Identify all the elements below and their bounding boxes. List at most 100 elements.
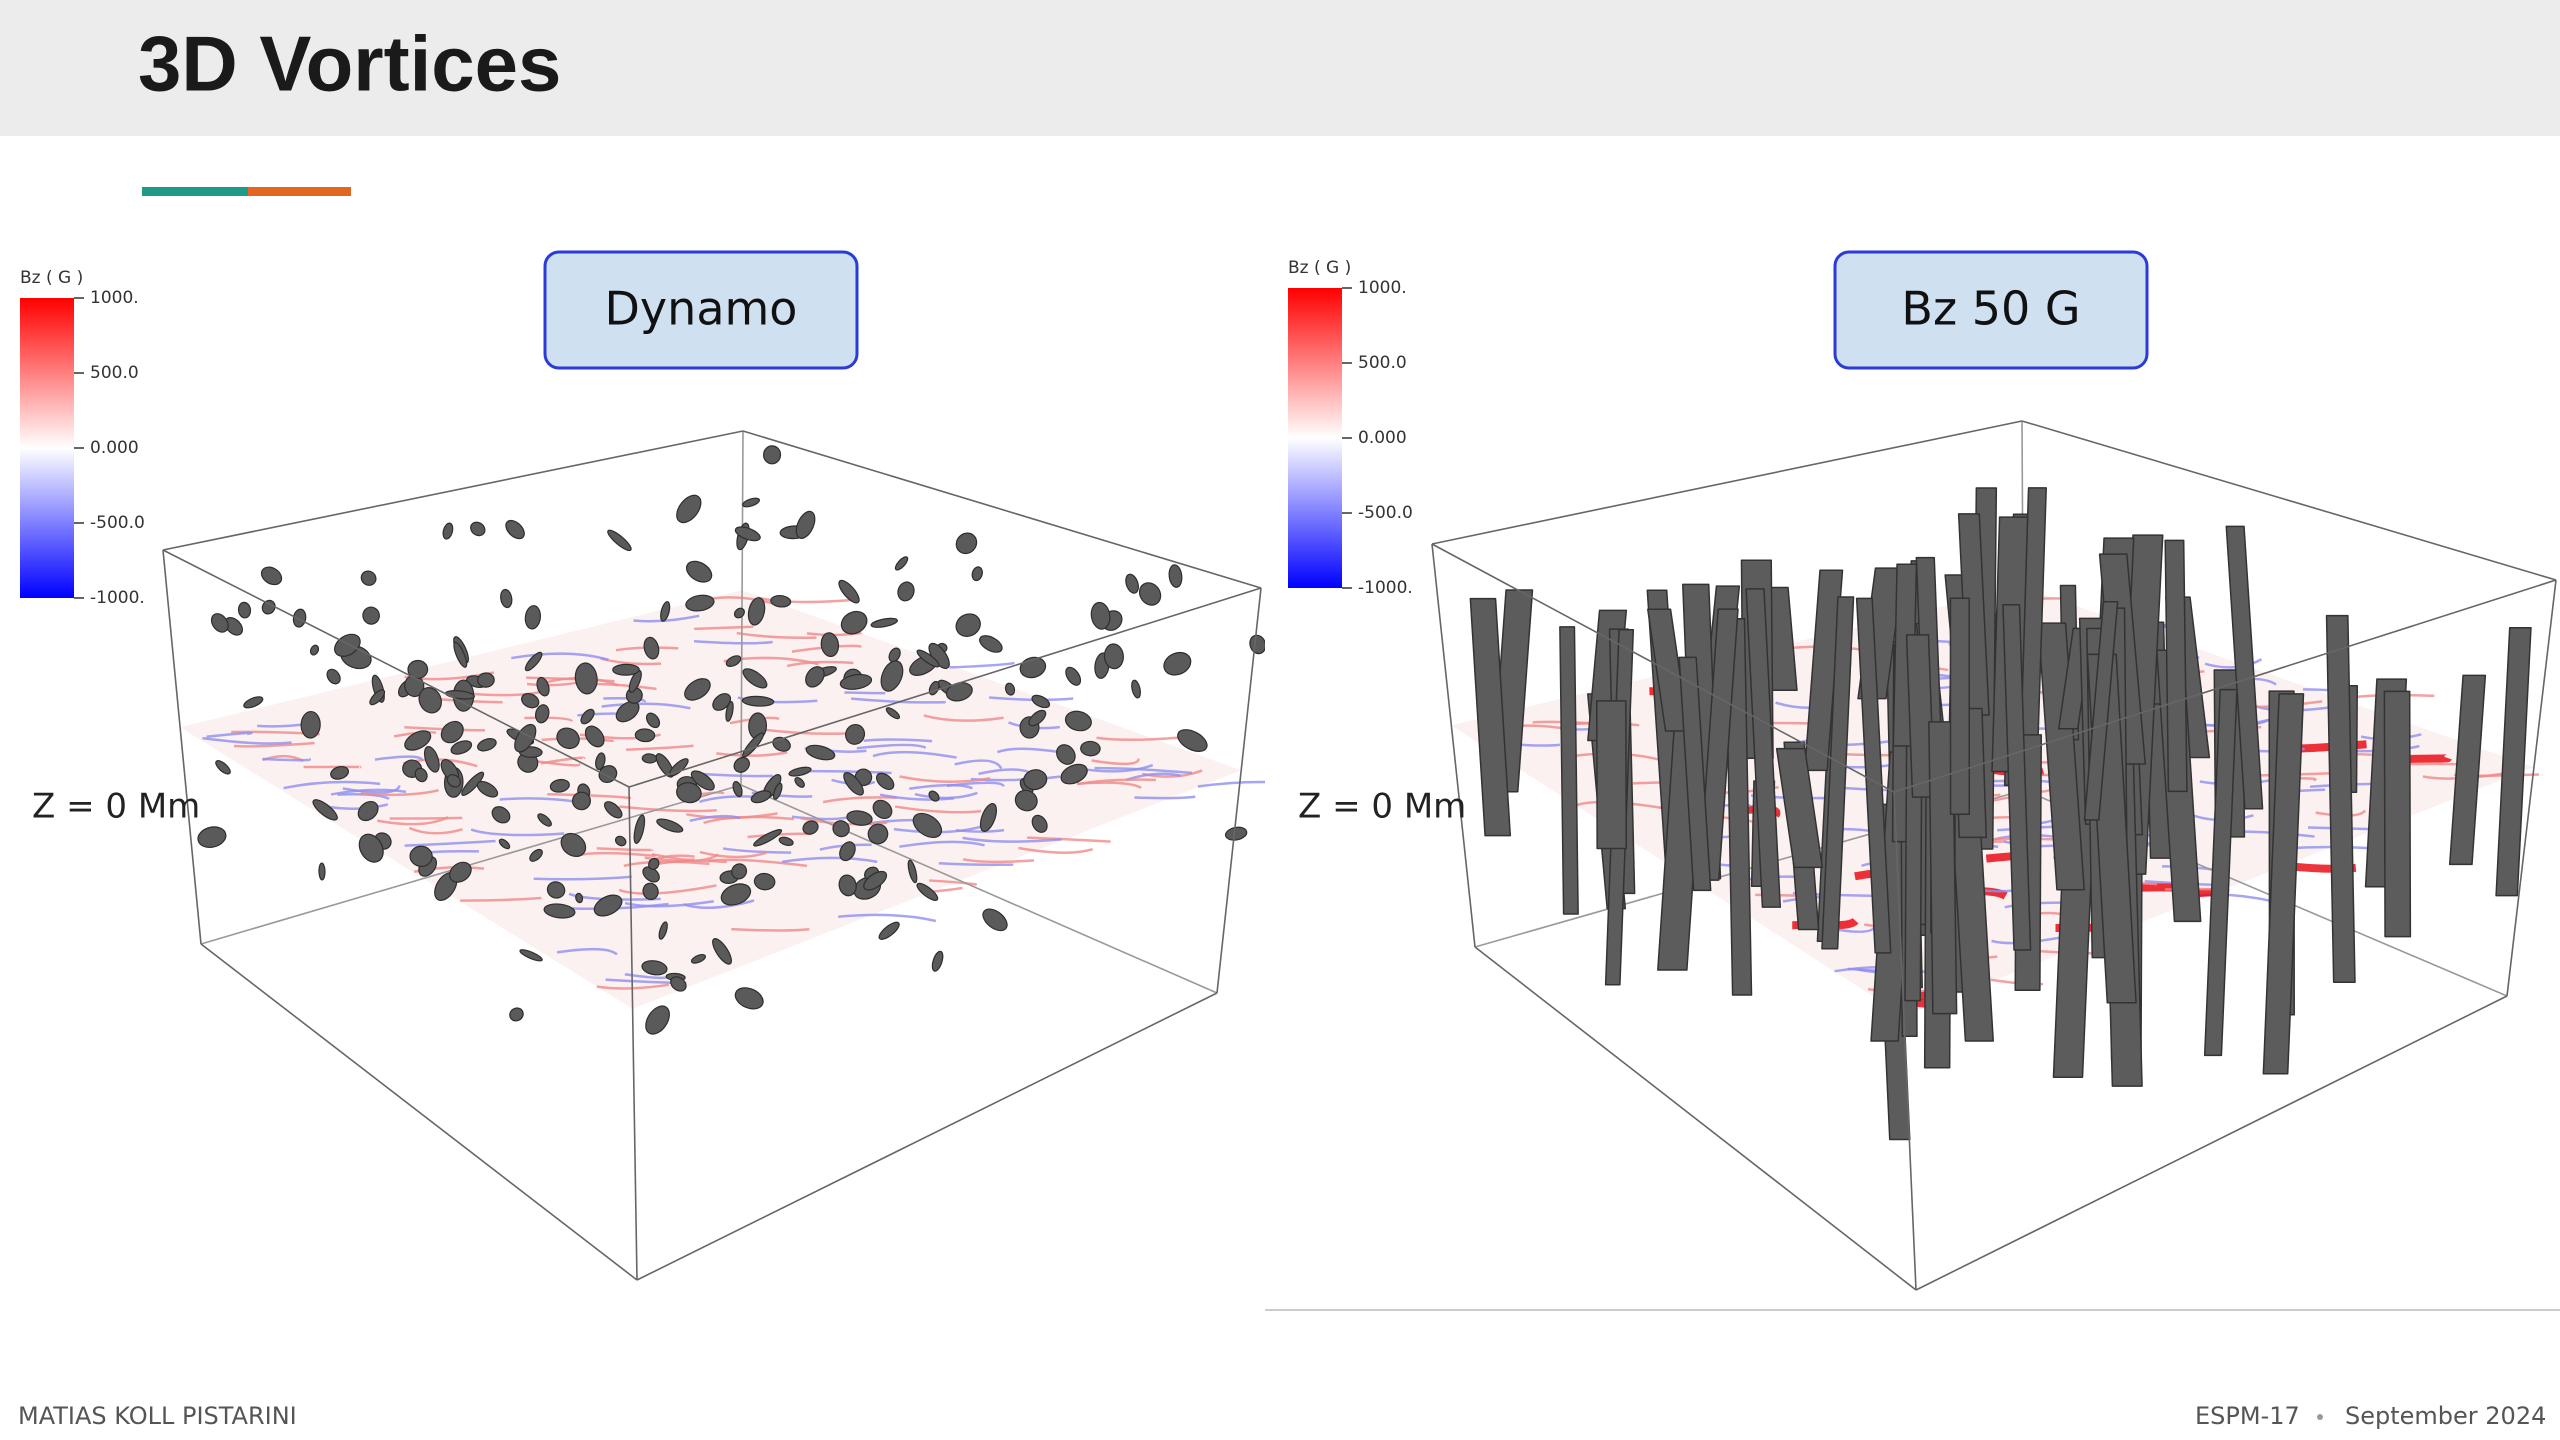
vortex-blob <box>580 708 595 725</box>
vortex-blob <box>753 829 783 847</box>
box-edge <box>1216 587 1262 994</box>
vortex-blob <box>676 494 702 524</box>
box-edge <box>1893 791 1917 1291</box>
colorbar-tick-label: 0.000 <box>1358 428 1407 448</box>
vortex-blob <box>685 560 713 583</box>
vortex-blob <box>979 803 997 833</box>
vortex-blob <box>1168 564 1183 588</box>
field-streak <box>838 913 937 923</box>
vortex-blob <box>633 814 646 844</box>
field-streak <box>596 983 669 990</box>
box-edge <box>1893 579 2557 793</box>
vortex-tube <box>2495 627 2532 897</box>
panel-label-box <box>543 250 859 370</box>
vortex-blob <box>655 753 674 778</box>
vortex-blob <box>509 1007 524 1022</box>
field-streak <box>330 788 407 796</box>
field-streak <box>962 836 1062 843</box>
vortex-blob <box>875 772 895 791</box>
vortex-blob <box>477 738 497 752</box>
vortex-blob <box>369 689 386 706</box>
vortex-blob <box>1138 582 1162 606</box>
vortex-blob <box>519 949 543 962</box>
field-streak <box>736 631 817 639</box>
vortex-blob <box>670 976 687 992</box>
vortex-blob <box>529 848 543 862</box>
panel-label-box <box>1833 250 2149 370</box>
field-streak <box>404 839 496 847</box>
vortex-blob <box>642 882 659 901</box>
vortex-blob <box>491 806 511 824</box>
vortex-blob <box>442 522 454 540</box>
vortex-blob <box>470 521 486 537</box>
vortex-blob <box>614 835 627 847</box>
vortex-blob <box>404 730 432 751</box>
box-edge <box>2021 420 2557 581</box>
vortex-tube <box>2164 539 2188 793</box>
field-streak <box>923 714 1004 722</box>
vortex-blob <box>1177 729 1208 753</box>
vortex-blob <box>660 601 671 622</box>
field-streak <box>1091 758 1140 766</box>
vortex-blob <box>453 641 468 668</box>
field-streak <box>791 815 848 821</box>
field-streak <box>856 743 927 750</box>
vortex-blob <box>733 607 745 619</box>
vortex-blob <box>676 782 702 804</box>
plane-label: Z = 0 Mm <box>1298 787 1466 827</box>
vortex-blob <box>794 776 805 788</box>
field-streak <box>547 792 632 800</box>
box-edge <box>628 786 638 1281</box>
box-edge <box>1915 995 2508 1291</box>
field-streak <box>938 862 1014 867</box>
field-streak <box>408 826 463 835</box>
vortex-blob <box>846 810 873 826</box>
vortex-blob <box>461 771 485 796</box>
field-streak <box>206 731 253 738</box>
vortex-blob <box>643 636 660 660</box>
box-edge <box>1474 946 1917 1291</box>
vortex-blob <box>537 813 552 827</box>
vortex-blob <box>423 745 440 773</box>
vortex-blob <box>237 601 252 619</box>
plane-label: Z = 0 Mm <box>32 787 200 827</box>
vortex-blob <box>440 720 464 744</box>
colorbar-title: Bz ( G ) <box>20 268 83 288</box>
vortex-blob <box>843 772 864 796</box>
field-streak <box>731 927 810 932</box>
field-streak <box>962 857 1035 864</box>
vortex-blob <box>448 861 472 883</box>
vortex-blob <box>418 687 442 714</box>
vortex-blob <box>894 556 909 571</box>
vortex-blob <box>839 841 856 862</box>
vortex-blob <box>543 903 576 919</box>
panel-label: Dynamo <box>605 282 798 336</box>
vortex-blob <box>839 673 873 690</box>
vortex-blob <box>477 672 495 688</box>
field-streak <box>716 751 788 757</box>
vortex-tube <box>1559 626 1579 915</box>
vortex-blob <box>897 581 915 602</box>
vortex-blob <box>645 712 661 729</box>
field-streak <box>949 661 1015 669</box>
vortex-blob <box>690 770 715 791</box>
colorbar <box>20 298 74 598</box>
field-streak <box>499 797 578 804</box>
vortex-blob <box>1064 710 1092 732</box>
field-streak <box>626 744 694 751</box>
vortex-tube <box>1678 656 1712 892</box>
vortex-blob <box>498 838 511 850</box>
vortex-blob <box>571 791 591 811</box>
vortex-blob <box>772 782 783 800</box>
box-edge <box>162 549 630 788</box>
field-streak <box>470 828 565 837</box>
field-streak <box>899 775 991 784</box>
vortex-blob <box>1090 601 1111 630</box>
box-edge <box>1431 420 2023 545</box>
colorbar-tick-label: -500.0 <box>90 513 145 533</box>
vortex-blob <box>907 859 918 884</box>
vortex-blob <box>595 752 606 771</box>
vortex-blob <box>407 659 429 680</box>
vortex-blob <box>732 780 743 798</box>
box-edge <box>162 549 202 945</box>
